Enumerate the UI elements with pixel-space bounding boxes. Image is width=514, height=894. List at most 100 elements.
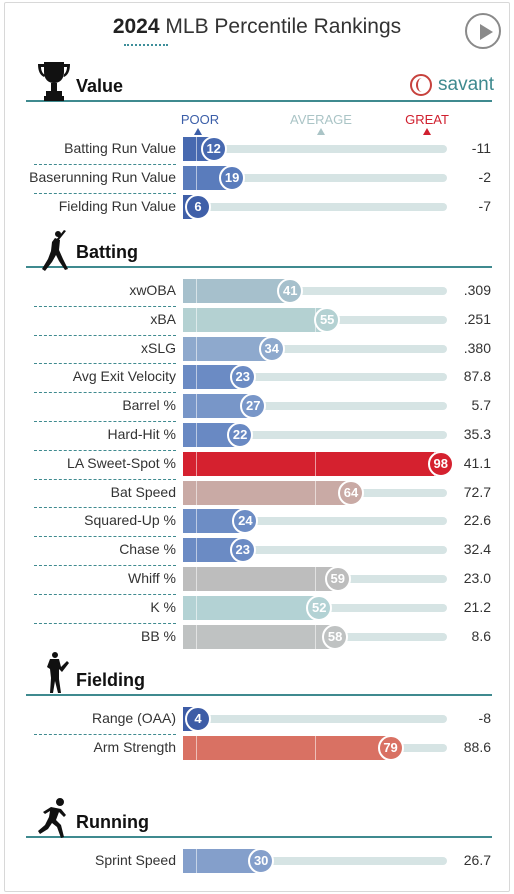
metric-label: K % <box>150 598 176 615</box>
fielder-icon <box>34 650 74 701</box>
section-title-fielding: Fielding <box>76 670 145 690</box>
percentile-bubble: 27 <box>240 393 267 420</box>
metric-label: Sprint Speed <box>95 852 176 868</box>
average-tick <box>315 567 316 591</box>
poor-tick <box>196 595 198 620</box>
metric-row[interactable]: Barrel % 27 5.7 <box>0 392 514 421</box>
row-separator <box>34 163 176 165</box>
title-underline <box>124 44 168 46</box>
metric-row[interactable]: Chase % 23 32.4 <box>0 536 514 565</box>
percentile-bubble: 59 <box>324 566 351 592</box>
percentile-track <box>183 202 447 211</box>
metric-value: 23.0 <box>463 570 491 586</box>
metric-label: Squared-Up % <box>84 512 176 529</box>
percentile-track <box>183 373 447 382</box>
section-title-value: Value <box>76 76 124 96</box>
scale-great-label: GREAT <box>405 112 449 127</box>
metric-row[interactable]: K % 52 21.2 <box>0 593 514 623</box>
metric-value: -7 <box>478 197 491 214</box>
metric-row[interactable]: xSLG 34 .380 <box>0 334 514 364</box>
row-separator <box>34 421 176 422</box>
metric-value: .380 <box>463 339 491 356</box>
poor-tick <box>196 307 198 332</box>
row-separator <box>34 363 176 365</box>
metric-row[interactable]: Whiff % 59 23.0 <box>0 565 514 594</box>
percentile-bubble: 19 <box>219 164 246 191</box>
metric-row[interactable]: Squared-Up % 24 22.6 <box>0 507 514 536</box>
row-separator <box>34 192 176 194</box>
page-title: 2024 MLB Percentile Rankings <box>0 15 514 39</box>
poor-tick <box>196 365 198 390</box>
metric-label: Barrel % <box>122 397 176 414</box>
average-tick <box>315 735 316 760</box>
metric-label: xSLG <box>140 339 176 356</box>
poor-tick <box>196 509 198 534</box>
poor-tick <box>196 451 198 476</box>
poor-tick <box>196 165 198 190</box>
metric-row[interactable]: Sprint Speed 30 26.7 <box>0 847 514 876</box>
percentile-bubble: 23 <box>229 537 256 564</box>
percentile-bar <box>183 480 352 505</box>
metric-value: 72.7 <box>463 483 491 500</box>
play-circle-icon[interactable] <box>465 13 501 49</box>
percentile-track <box>183 145 447 153</box>
metric-label: xBA <box>150 310 176 327</box>
average-tick <box>315 451 316 476</box>
metric-row[interactable]: Baserunning Run Value 19 -2 <box>0 163 514 193</box>
percentile-bubble: 98 <box>427 450 454 477</box>
metric-value: -8 <box>478 710 491 726</box>
poor-tick <box>196 480 198 505</box>
metric-row[interactable]: Avg Exit Velocity 23 87.8 <box>0 363 514 392</box>
card-frame <box>4 2 510 892</box>
section-divider-running <box>26 836 492 838</box>
poor-tick <box>196 567 198 591</box>
percentile-bar <box>183 336 273 361</box>
poor-tick <box>196 849 198 873</box>
section-title-running: Running <box>76 812 149 832</box>
percentile-track <box>183 287 447 295</box>
percentile-bubble: 12 <box>200 136 227 162</box>
metric-row[interactable]: LA Sweet-Spot % 98 41.1 <box>0 449 514 479</box>
metric-label: xwOBA <box>129 282 176 298</box>
metric-label: Bat Speed <box>110 483 176 500</box>
percentile-bubble: 41 <box>277 278 304 304</box>
metric-label: LA Sweet-Spot % <box>67 454 176 471</box>
metric-row[interactable]: Arm Strength 79 88.6 <box>0 733 514 763</box>
metric-value: 26.7 <box>463 852 491 868</box>
metric-value: 8.6 <box>471 627 491 644</box>
percentile-track <box>183 402 447 411</box>
metric-value: -2 <box>478 168 491 185</box>
percentile-bar <box>183 595 321 620</box>
percentile-bubble: 23 <box>229 364 256 391</box>
poor-tick <box>196 279 198 303</box>
metric-label: Whiff % <box>128 570 176 586</box>
runner-icon <box>34 796 74 847</box>
percentile-bar <box>183 624 337 649</box>
metric-value: 41.1 <box>463 454 491 471</box>
percentile-bubble: 58 <box>322 623 349 650</box>
title-text: MLB Percentile Rankings <box>165 15 402 38</box>
metric-label: Baserunning Run Value <box>29 168 176 185</box>
percentile-track <box>183 344 447 353</box>
metric-row[interactable]: BB % 58 8.6 <box>0 622 514 652</box>
row-separator <box>34 507 176 509</box>
metric-value: 35.3 <box>463 426 491 442</box>
scale-great-arrow <box>423 128 431 135</box>
percentile-track <box>183 715 447 723</box>
poor-tick <box>196 624 198 649</box>
poor-tick <box>196 336 198 361</box>
metric-value: 22.6 <box>463 512 491 529</box>
metric-row[interactable]: xwOBA 41 .309 <box>0 277 514 306</box>
metric-row[interactable]: xBA 55 .251 <box>0 305 514 335</box>
average-tick <box>315 624 316 649</box>
metric-row[interactable]: Range (OAA) 4 -8 <box>0 705 514 734</box>
metric-label: BB % <box>140 627 176 644</box>
scale-poor-arrow <box>194 128 202 135</box>
metric-row[interactable]: Batting Run Value 12 -11 <box>0 135 514 164</box>
savant-text: savant <box>438 74 494 95</box>
metric-row[interactable]: Bat Speed 64 72.7 <box>0 478 514 508</box>
row-separator <box>34 593 176 595</box>
metric-row[interactable]: Hard-Hit % 22 35.3 <box>0 421 514 450</box>
metric-row[interactable]: Fielding Run Value 6 -7 <box>0 192 514 222</box>
scale-average-arrow <box>317 128 325 135</box>
